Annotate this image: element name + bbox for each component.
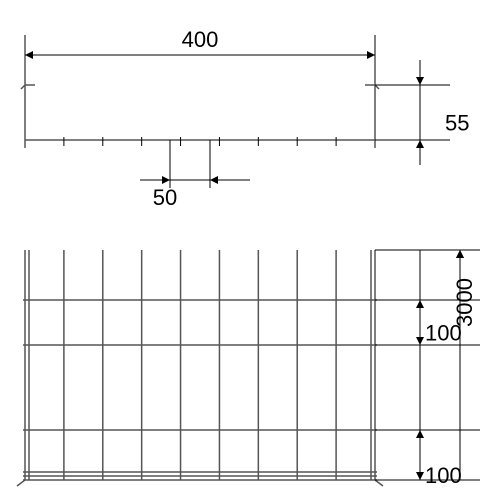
dim-3000: 3000 <box>452 278 477 327</box>
profile-outline <box>21 85 379 140</box>
dim-55: 55 <box>445 111 469 136</box>
dim-100-lower: 100 <box>425 463 462 488</box>
dim-50: 50 <box>153 185 177 210</box>
dim-400: 400 <box>182 27 219 52</box>
